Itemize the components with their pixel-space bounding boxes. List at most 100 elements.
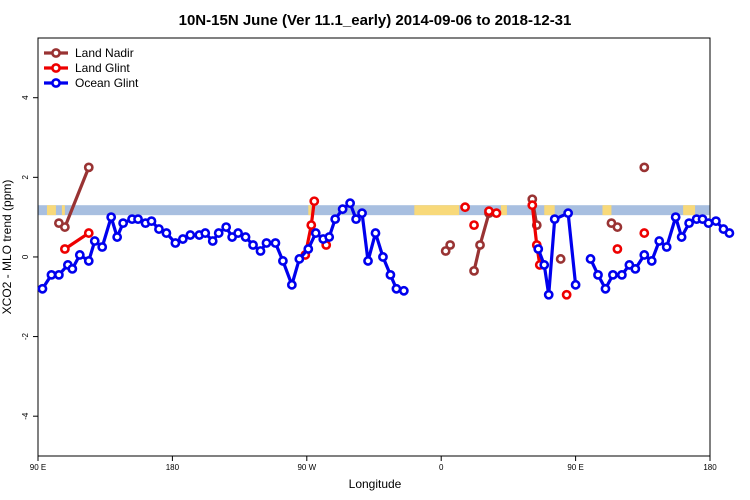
data-point xyxy=(270,238,281,248)
legend-label: Ocean Glint xyxy=(75,76,139,90)
data-point xyxy=(543,289,554,300)
data-point xyxy=(570,279,581,290)
data-point xyxy=(83,256,94,266)
data-point xyxy=(639,162,650,173)
y-tick-label: -2 xyxy=(21,332,30,340)
land-segment xyxy=(602,205,612,216)
land-segment xyxy=(500,205,507,216)
data-point xyxy=(484,206,494,217)
data-point xyxy=(177,234,188,244)
data-point xyxy=(630,263,641,274)
data-point xyxy=(278,256,288,266)
data-point xyxy=(684,218,694,229)
plot-area-frame xyxy=(37,37,711,457)
data-point xyxy=(303,244,314,254)
data-point xyxy=(612,244,623,254)
land-ocean-band xyxy=(38,205,710,216)
legend-marker xyxy=(51,78,61,88)
x-tick-label: 90 W xyxy=(297,463,316,472)
data-point xyxy=(324,232,335,242)
data-point xyxy=(233,228,244,238)
x-tick-label: 180 xyxy=(703,463,717,472)
data-point xyxy=(310,228,321,238)
data-point xyxy=(398,285,409,296)
data-point xyxy=(585,254,596,264)
data-point xyxy=(213,228,224,238)
data-point xyxy=(469,265,479,276)
data-point xyxy=(112,232,123,242)
data-point xyxy=(378,252,388,262)
data-point xyxy=(261,238,272,248)
data-point xyxy=(460,202,470,213)
data-point xyxy=(563,208,574,219)
data-point xyxy=(363,256,373,266)
data-point xyxy=(616,269,627,280)
data-point xyxy=(59,222,70,232)
data-point xyxy=(555,254,566,264)
data-point xyxy=(391,283,402,294)
data-point xyxy=(608,269,618,280)
series-line xyxy=(41,201,405,293)
y-tick-label: 0 xyxy=(21,254,30,259)
data-point xyxy=(703,218,714,229)
data-point xyxy=(370,228,381,238)
land-segment xyxy=(414,205,460,216)
x-tick-label: 90 E xyxy=(567,463,583,472)
data-point xyxy=(533,244,544,254)
data-point xyxy=(561,289,572,300)
data-point xyxy=(600,283,611,294)
data-point xyxy=(711,216,721,227)
data-point xyxy=(185,230,196,240)
data-point xyxy=(670,212,681,223)
data-point xyxy=(549,214,560,225)
data-point xyxy=(89,236,100,246)
land-segment xyxy=(46,205,56,216)
series-layer xyxy=(37,162,735,300)
data-point xyxy=(97,242,108,252)
y-tick-label: 2 xyxy=(21,175,30,180)
data-point xyxy=(146,216,157,227)
chart-title: 10N-15N June (Ver 11.1_early) 2014-09-06… xyxy=(179,12,572,29)
data-point xyxy=(612,222,623,232)
y-axis: -4 -2 0 2 4 xyxy=(21,95,38,420)
data-point xyxy=(661,242,672,252)
series-ocean-glint xyxy=(37,198,735,300)
data-point xyxy=(639,250,650,260)
ocean-band xyxy=(38,205,710,216)
data-point xyxy=(221,222,232,232)
x-tick-label: 180 xyxy=(166,463,180,472)
data-point xyxy=(67,263,78,274)
y-tick-label: 4 xyxy=(21,95,30,100)
data-point xyxy=(475,240,485,250)
land-segment xyxy=(683,205,696,216)
y-tick-label: -4 xyxy=(21,412,30,420)
data-point xyxy=(240,232,251,242)
x-axis-label: Longitude xyxy=(349,477,402,491)
data-point xyxy=(646,256,657,266)
data-point xyxy=(37,283,48,294)
data-point xyxy=(357,208,367,219)
data-point xyxy=(337,204,348,215)
data-point xyxy=(118,218,129,229)
legend-label: Land Nadir xyxy=(75,46,134,60)
data-point xyxy=(154,224,164,234)
data-point xyxy=(161,228,172,238)
data-point xyxy=(654,236,665,246)
data-point xyxy=(676,232,687,242)
land-segment xyxy=(61,205,65,216)
data-point xyxy=(248,240,258,250)
data-point xyxy=(440,246,451,256)
data-point xyxy=(59,244,70,254)
data-point xyxy=(639,228,650,238)
data-point xyxy=(83,228,94,238)
data-point xyxy=(294,254,305,264)
data-point xyxy=(527,200,538,211)
data-point xyxy=(539,260,550,270)
data-point xyxy=(469,220,479,231)
data-point xyxy=(330,214,341,225)
y-axis-label: XCO2 - MLO trend (ppm) xyxy=(0,180,14,315)
data-point xyxy=(170,238,181,248)
data-point xyxy=(74,250,85,260)
data-point xyxy=(445,240,456,250)
data-point xyxy=(106,212,117,223)
